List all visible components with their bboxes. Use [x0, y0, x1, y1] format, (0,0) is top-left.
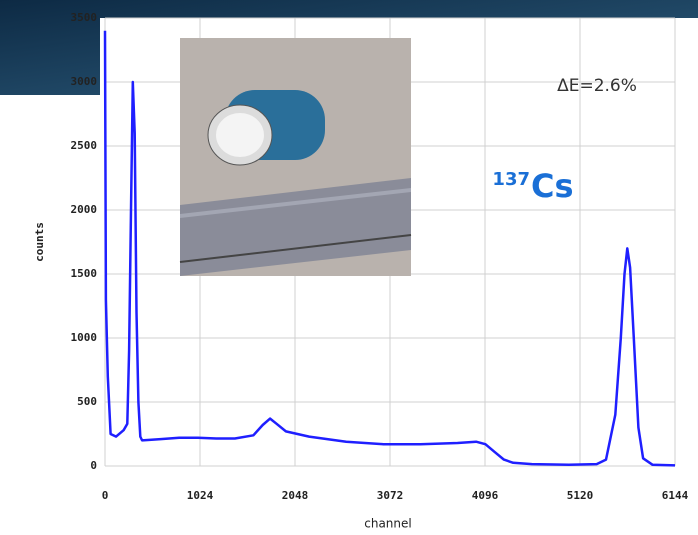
isotope-mass: 137 — [492, 169, 530, 190]
y-tick-label: 3000 — [71, 75, 98, 88]
y-tick-label: 500 — [77, 395, 97, 408]
isotope-symbol: Cs — [531, 167, 574, 205]
x-tick-label: 0 — [102, 489, 109, 502]
x-tick-label: 2048 — [282, 489, 309, 502]
x-tick-label: 4096 — [472, 489, 499, 502]
x-tick-label: 1024 — [187, 489, 214, 502]
y-tick-label: 1000 — [71, 331, 98, 344]
y-tick-label: 1500 — [71, 267, 98, 280]
inset-photo — [180, 38, 411, 276]
x-axis-label: channel — [364, 517, 411, 531]
x-tick-label: 3072 — [377, 489, 404, 502]
y-axis-label: counts — [33, 222, 46, 262]
y-tick-label: 0 — [90, 459, 97, 472]
page: {"chart_data": { "type": "line", "x_labe… — [0, 0, 698, 535]
chart: ΔE=2.6% 137 Cs channel counts 0 500 1000 15… — [0, 0, 698, 535]
y-tick-label: 3500 — [71, 11, 98, 24]
x-tick-label: 5120 — [567, 489, 594, 502]
x-tick-label: 6144 — [662, 489, 689, 502]
y-tick-label: 2000 — [71, 203, 98, 216]
annotation: ΔE=2.6% — [557, 76, 637, 96]
y-tick-label: 2500 — [71, 139, 98, 152]
